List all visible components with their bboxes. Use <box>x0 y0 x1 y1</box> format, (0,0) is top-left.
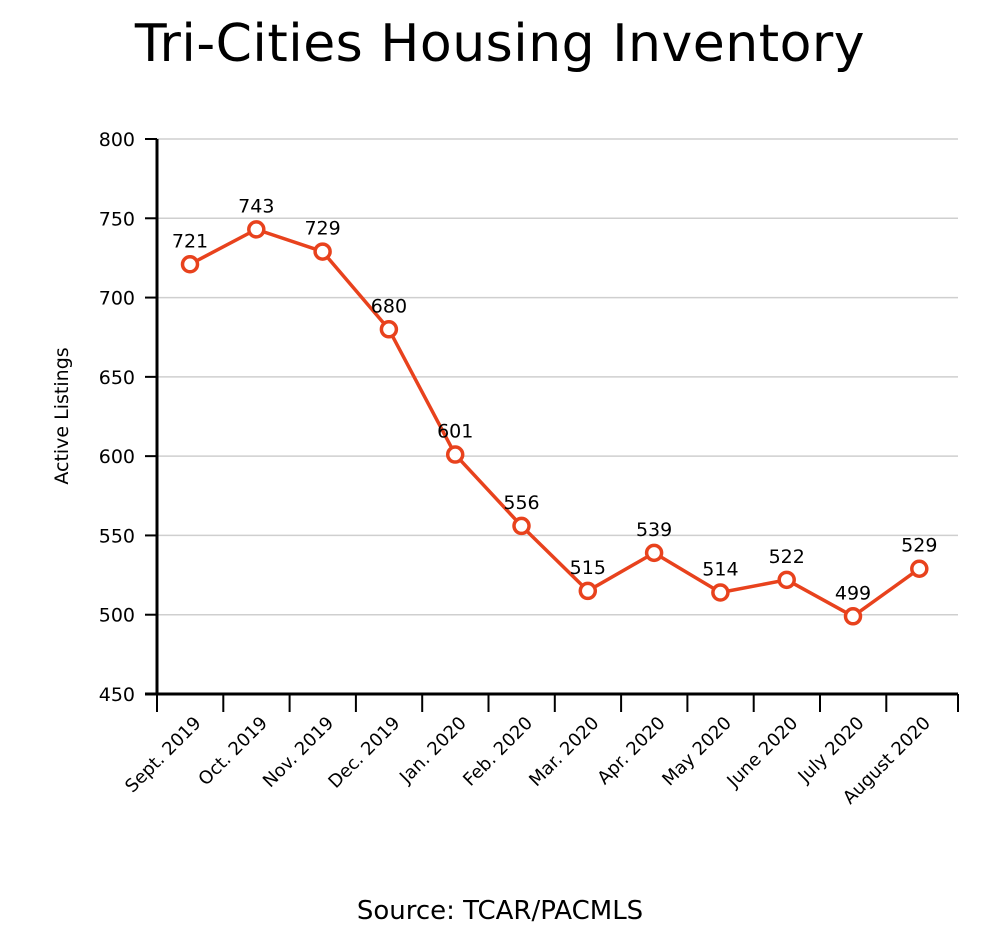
x-tick-label: Feb. 2020 <box>459 713 537 791</box>
data-label: 529 <box>901 535 937 557</box>
data-label: 522 <box>769 546 805 568</box>
y-tick-label: 500 <box>99 605 135 627</box>
data-point <box>247 220 266 239</box>
axes <box>145 138 959 712</box>
series-line-group <box>180 220 929 626</box>
data-point <box>644 543 664 563</box>
y-tick-labels: 450 500 550 600 650 700 750 800 <box>99 129 135 706</box>
data-point <box>445 445 465 464</box>
data-point <box>512 516 531 536</box>
x-tick-label: Sept. 2019 <box>121 713 205 797</box>
data-point <box>777 570 796 590</box>
data-point <box>578 581 598 601</box>
data-labels: 721 743 729 680 601 556 515 539 514 522 499 529 <box>172 195 938 604</box>
x-tick-label: June 2020 <box>723 713 803 793</box>
data-point <box>379 320 399 339</box>
x-tick-label: Dec. 2019 <box>324 713 404 793</box>
data-label: 499 <box>835 582 871 604</box>
x-tick-label: Apr. 2020 <box>593 713 669 789</box>
gridlines <box>157 138 958 616</box>
data-label: 515 <box>570 557 606 579</box>
data-label: 743 <box>238 195 274 217</box>
source-note: Source: TCAR/PACMLS <box>356 896 644 926</box>
data-point <box>843 607 863 626</box>
chart-title: Tri-Cities Housing Inventory <box>134 14 866 74</box>
data-label: 721 <box>172 230 208 252</box>
y-tick-label: 700 <box>99 288 135 310</box>
data-point <box>180 255 200 274</box>
y-tick-label: 800 <box>99 129 135 151</box>
y-axis-title: Active Listings <box>51 347 73 484</box>
y-tick-label: 450 <box>99 684 135 706</box>
data-label: 539 <box>636 519 672 541</box>
data-label: 729 <box>304 218 340 240</box>
y-tick-label: 650 <box>99 367 135 389</box>
data-point <box>711 583 730 602</box>
series-line <box>189 227 921 619</box>
data-label: 514 <box>702 559 738 581</box>
y-tick-label: 550 <box>99 525 135 547</box>
data-point <box>910 559 929 578</box>
data-label: 680 <box>371 295 407 317</box>
x-tick-label: Mar. 2020 <box>525 713 603 791</box>
data-point <box>313 242 332 261</box>
data-label: 556 <box>503 492 539 514</box>
data-label: 601 <box>437 421 473 443</box>
y-tick-label: 600 <box>99 446 135 468</box>
y-tick-label: 750 <box>99 208 135 230</box>
